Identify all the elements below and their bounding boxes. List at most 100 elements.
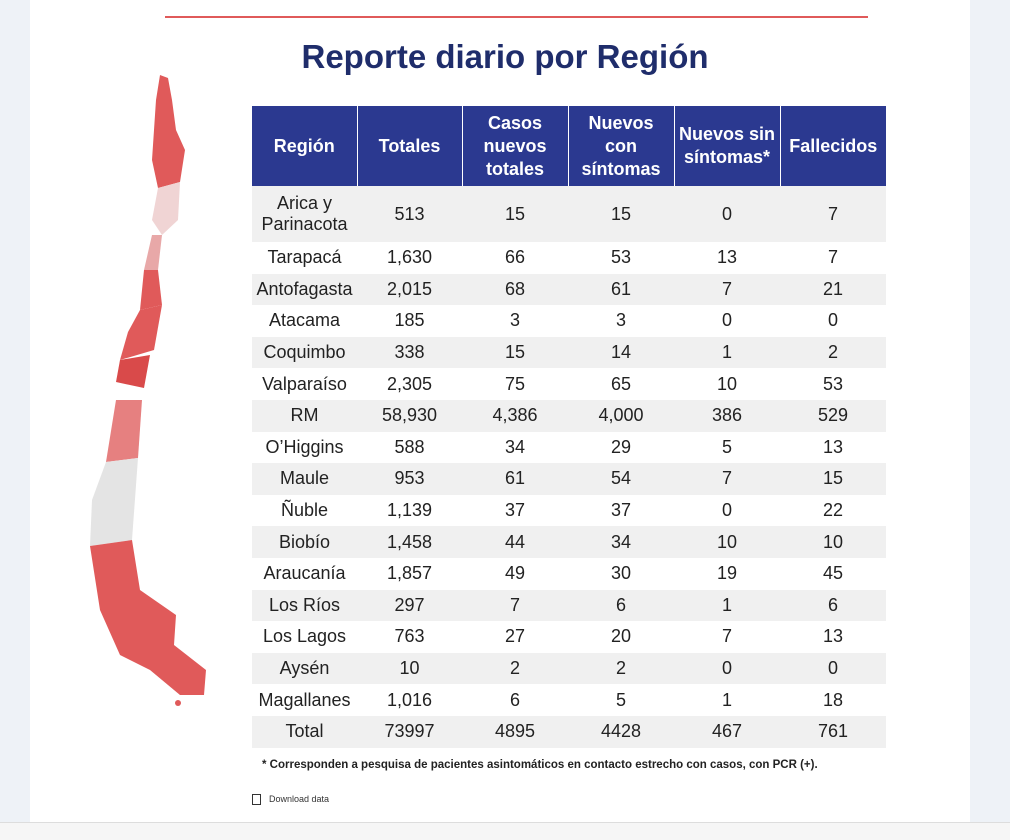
table-cell: 2,015 <box>357 273 462 306</box>
table-cell: 15 <box>462 186 568 242</box>
table-cell: 65 <box>610 373 632 394</box>
table-cell: Valparaíso <box>262 373 347 394</box>
table-cell: 66 <box>504 247 526 268</box>
table-cell: 22 <box>822 500 844 521</box>
table-cell: 13 <box>822 436 844 457</box>
table-cell: 4,000 <box>568 399 674 432</box>
table-cell: 58,930 <box>357 399 462 432</box>
table-cell: O’Higgins <box>265 436 344 457</box>
table-row: Arica y Parinacota 513 15 15 0 7 <box>252 186 886 242</box>
table-cell: 1,139 <box>386 500 433 521</box>
table-cell: 4,386 <box>462 399 568 432</box>
table-cell: 7 <box>780 186 886 242</box>
table-cell: Antofagasta <box>252 273 357 306</box>
top-rule <box>165 16 868 18</box>
table-cell: Maule <box>252 463 357 495</box>
table-cell: 15 <box>780 463 886 495</box>
table-cell: Magallanes <box>258 689 351 710</box>
table-cell: Ñuble <box>280 500 329 521</box>
table-cell: 19 <box>716 563 738 584</box>
table-cell: 763 <box>394 626 425 647</box>
table-cell: Araucanía <box>263 563 346 584</box>
table-cell: 44 <box>462 526 568 558</box>
table-cell: 15 <box>462 336 568 369</box>
table-row: Valparaíso 2,305 75 65 10 53 <box>252 368 886 400</box>
table-cell: 6 <box>568 589 674 622</box>
table-cell: 588 <box>394 436 425 457</box>
region-shape <box>144 235 162 270</box>
table-cell: 185 <box>394 310 425 331</box>
table-cell: 7 <box>674 273 780 306</box>
table-cell: 15 <box>568 186 674 242</box>
table-cell: 0 <box>780 652 886 685</box>
table-cell: 338 <box>357 336 462 369</box>
table-cell: Arica y Parinacota <box>252 186 357 242</box>
table-cell: 49 <box>504 563 526 584</box>
table-row: Tarapacá 1,630 66 53 13 7 <box>252 242 886 274</box>
table-cell: 37 <box>610 500 632 521</box>
table-cell: 7 <box>462 589 568 622</box>
table-cell: 73997 <box>357 715 462 748</box>
table-cell: 467 <box>674 715 780 748</box>
header-cell: Fallecidos <box>779 106 886 186</box>
table-cell: 953 <box>357 463 462 495</box>
table-cell: Biobío <box>252 526 357 558</box>
table-cell: 10 <box>357 652 462 685</box>
table-cell: 6 <box>780 589 886 622</box>
region-shape <box>116 355 150 388</box>
header-cell: Región <box>252 106 357 186</box>
download-link[interactable]: Download data <box>252 794 330 806</box>
table-body: Arica y Parinacota 513 15 15 0 7 Tarapacá 1,630… <box>252 186 886 748</box>
table-row: Coquimbo 338 15 14 1 2 <box>252 336 886 369</box>
header-cell: Nuevos con síntomas <box>567 106 674 186</box>
table-row: O’Higgins 588 34 29 5 13 <box>252 432 886 464</box>
region-shape <box>106 400 142 462</box>
table-cell: Aysén <box>252 652 357 685</box>
table-cell: 0 <box>721 310 732 331</box>
table-cell: 2,305 <box>386 373 433 394</box>
table-cell: 1 <box>721 689 732 710</box>
region-shape <box>152 75 185 188</box>
table-cell: 1 <box>674 336 780 369</box>
table-cell: 2 <box>462 652 568 685</box>
table-cell: Coquimbo <box>252 336 357 369</box>
table-cell: Los Lagos <box>262 626 347 647</box>
table-cell: 34 <box>568 526 674 558</box>
table-cell: 27 <box>504 626 526 647</box>
table-cell: 5 <box>615 689 626 710</box>
table-cell: 68 <box>462 273 568 306</box>
table-cell: 297 <box>357 589 462 622</box>
table-cell: 4895 <box>462 715 568 748</box>
table-cell: 54 <box>568 463 674 495</box>
table-cell: 7 <box>674 463 780 495</box>
table-row: Los Lagos 763 27 20 7 13 <box>252 621 886 653</box>
table-cell: Total <box>252 715 357 748</box>
table-cell: 61 <box>462 463 568 495</box>
table-cell: Atacama <box>268 310 341 331</box>
table-cell: 3 <box>509 310 520 331</box>
table-cell: 2 <box>568 652 674 685</box>
header-cell: Totales <box>356 106 462 186</box>
table-cell: 6 <box>509 689 520 710</box>
table-cell: 386 <box>674 399 780 432</box>
table-row: Araucanía 1,857 49 30 19 45 <box>252 558 886 590</box>
table-cell: Tarapacá <box>267 247 342 268</box>
header-cell: Nuevos sin síntomas* <box>673 106 780 186</box>
table-row: Aysén 10 2 2 0 0 <box>252 652 886 685</box>
download-label: Download data <box>269 794 330 804</box>
table-cell: 18 <box>822 689 844 710</box>
table-cell: 10 <box>780 526 886 558</box>
table-cell: 529 <box>780 399 886 432</box>
region-table: Región Totales Casos nuevos totales Nuevos … <box>252 106 886 748</box>
table-cell: 0 <box>721 500 732 521</box>
table-row: Los Ríos 297 7 6 1 6 <box>252 589 886 622</box>
bottom-bar <box>0 822 1010 840</box>
table-cell: 761 <box>780 715 886 748</box>
table-cell: 3 <box>615 310 626 331</box>
table-row: Magallanes 1,016 6 5 1 18 <box>252 684 886 716</box>
table-cell: 1 <box>674 589 780 622</box>
title: Reporte diario por Región <box>301 38 709 75</box>
header-cell: Casos nuevos totales <box>461 106 568 186</box>
table-row: Ñuble 1,139 37 37 0 22 <box>252 495 886 527</box>
